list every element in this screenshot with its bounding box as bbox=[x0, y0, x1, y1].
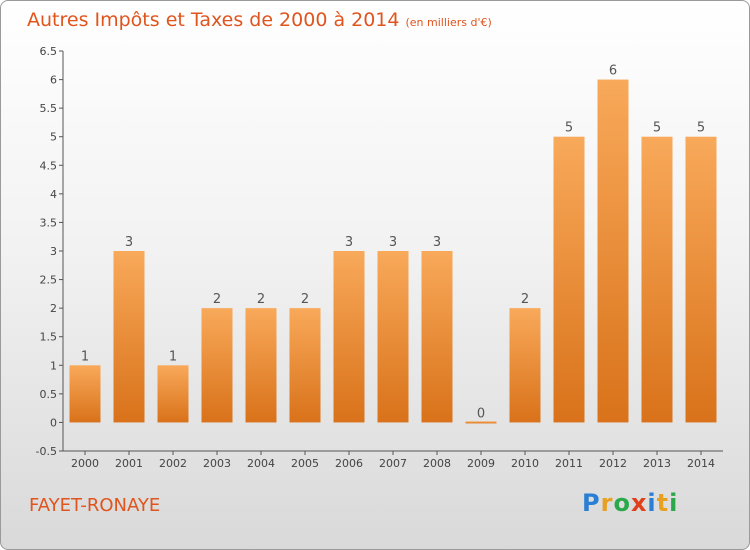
y-tick-label: 6.5 bbox=[40, 45, 58, 58]
commune-name: FAYET-RONAYE bbox=[29, 495, 161, 516]
bar-2013 bbox=[641, 136, 673, 423]
x-tick-label: 2005 bbox=[291, 457, 319, 470]
data-label: 3 bbox=[345, 235, 353, 250]
x-tick-label: 2014 bbox=[687, 457, 715, 470]
chart-subtitle: (en milliers d'€) bbox=[405, 16, 492, 29]
bar-2009 bbox=[465, 421, 497, 424]
logo-letter: x bbox=[630, 489, 648, 517]
data-label: 2 bbox=[521, 292, 529, 307]
x-tick-label: 2002 bbox=[159, 457, 187, 470]
bar-2008 bbox=[421, 251, 453, 423]
y-tick-label: 4.5 bbox=[40, 159, 58, 172]
logo-letter: i bbox=[647, 489, 657, 517]
x-tick-label: 2007 bbox=[379, 457, 407, 470]
x-tick-label: 2009 bbox=[467, 457, 495, 470]
chart-title: Autres Impôts et Taxes de 2000 à 2014 (en… bbox=[27, 9, 492, 31]
logo-letter: i bbox=[669, 489, 679, 517]
y-tick-label: 1.5 bbox=[40, 331, 58, 344]
bar-2011 bbox=[553, 136, 585, 423]
logo-letter: t bbox=[656, 489, 670, 517]
data-label: 3 bbox=[389, 235, 397, 250]
bar-2000 bbox=[69, 365, 101, 423]
data-label: 5 bbox=[697, 121, 705, 136]
proxiti-logo: Proxiti bbox=[582, 489, 678, 517]
data-label: 1 bbox=[81, 349, 89, 364]
x-tick-label: 2004 bbox=[247, 457, 275, 470]
bar-2005 bbox=[289, 308, 321, 423]
bar-2002 bbox=[157, 365, 189, 423]
x-tick-label: 2010 bbox=[511, 457, 539, 470]
x-tick-label: 2000 bbox=[71, 457, 99, 470]
x-tick-label: 2008 bbox=[423, 457, 451, 470]
bar-2007 bbox=[377, 251, 409, 423]
y-tick-label: -0.5 bbox=[36, 445, 57, 458]
data-label: 2 bbox=[213, 292, 221, 307]
y-tick-label: 0 bbox=[50, 416, 57, 429]
bar-2006 bbox=[333, 251, 365, 423]
bars bbox=[69, 79, 717, 424]
y-tick-label: 5.5 bbox=[40, 102, 58, 115]
data-label: 5 bbox=[653, 121, 661, 136]
x-tick-label: 2001 bbox=[115, 457, 143, 470]
bar-2001 bbox=[113, 251, 145, 423]
data-label: 6 bbox=[609, 64, 617, 79]
y-tick-label: 6 bbox=[50, 74, 57, 87]
y-tick-label: 3 bbox=[50, 245, 57, 258]
data-label: 2 bbox=[257, 292, 265, 307]
bar-2012 bbox=[597, 79, 629, 423]
data-label: 2 bbox=[301, 292, 309, 307]
data-label: 1 bbox=[169, 349, 177, 364]
data-label: 0 bbox=[477, 406, 485, 421]
y-tick-label: 4 bbox=[50, 188, 57, 201]
x-tick-label: 2011 bbox=[555, 457, 583, 470]
y-tick-label: 2.5 bbox=[40, 274, 58, 287]
title-text: Autres Impôts et Taxes de 2000 à 2014 bbox=[27, 9, 400, 31]
x-tick-label: 2006 bbox=[335, 457, 363, 470]
y-tick-label: 3.5 bbox=[40, 216, 58, 229]
x-tick-label: 2003 bbox=[203, 457, 231, 470]
y-tick-label: 2 bbox=[50, 302, 57, 315]
data-label: 3 bbox=[125, 235, 133, 250]
axes: -0.5 0 0.5 1 1.5 2 2.5 3 3.5 4 4.5 5 5.5 6 6.5 2000 2001… bbox=[36, 45, 723, 470]
data-labels: 1 3 1 2 2 2 3 3 3 0 2 5 6 5 5 bbox=[81, 64, 705, 422]
bar-2003 bbox=[201, 308, 233, 423]
bar-2010 bbox=[509, 308, 541, 423]
logo-letter: P bbox=[582, 489, 601, 517]
y-tick-label: 5 bbox=[50, 131, 57, 144]
y-tick-label: 1 bbox=[50, 359, 57, 372]
data-label: 3 bbox=[433, 235, 441, 250]
x-tick-label: 2012 bbox=[599, 457, 627, 470]
logo-letter: r bbox=[600, 489, 614, 517]
logo-letter: o bbox=[613, 489, 631, 517]
bar-2014 bbox=[685, 136, 717, 423]
y-tick-label: 0.5 bbox=[40, 388, 58, 401]
bar-2004 bbox=[245, 308, 277, 423]
data-label: 5 bbox=[565, 121, 573, 136]
x-tick-label: 2013 bbox=[643, 457, 671, 470]
